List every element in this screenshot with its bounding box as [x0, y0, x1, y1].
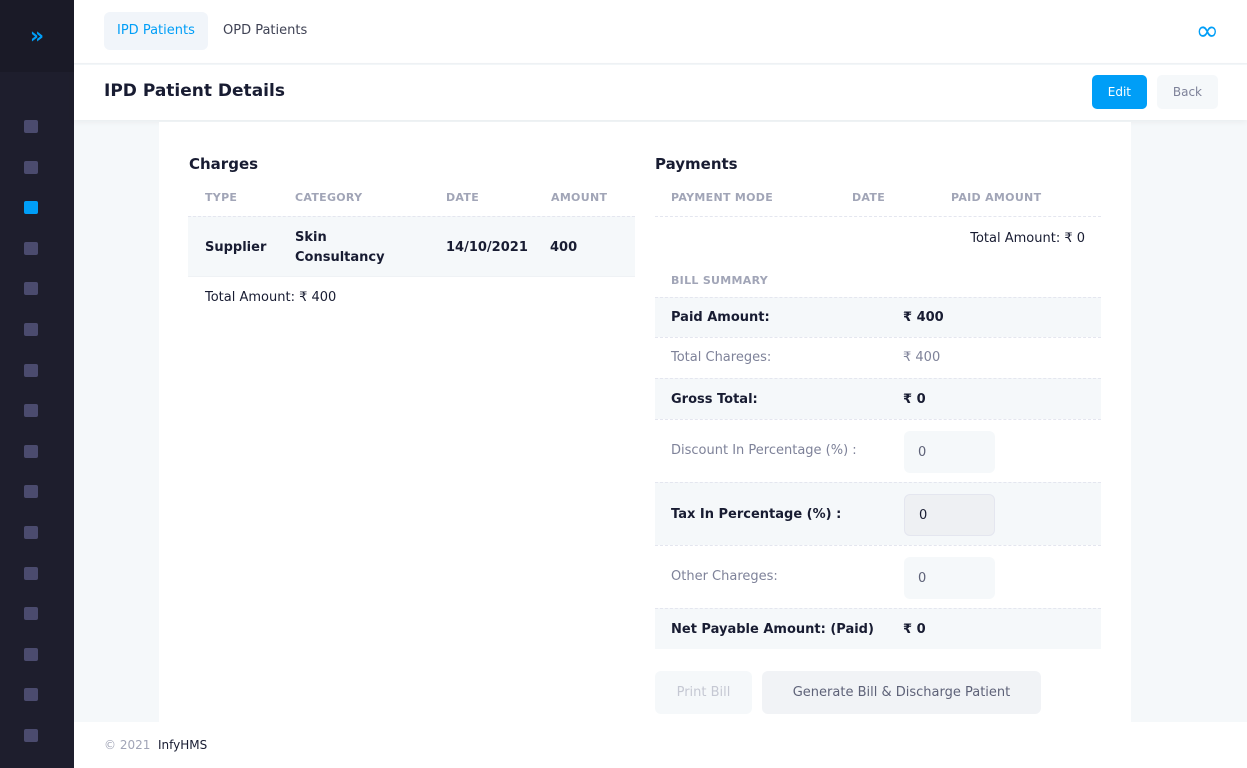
column-header: DATE [852, 191, 886, 204]
radiology-icon[interactable] [24, 729, 38, 742]
charge-category: Skin [295, 230, 327, 245]
charge-date: 14/10/2021 [446, 240, 528, 255]
infinity-logo: ∞ [1195, 14, 1219, 47]
users-icon[interactable] [24, 160, 38, 174]
copyright: © 2021 [104, 738, 151, 752]
report-icon[interactable] [24, 566, 38, 580]
column-header: DATE [446, 191, 480, 204]
tab-opd-patients[interactable]: OPD Patients [223, 23, 308, 38]
column-header: CATEGORY [295, 191, 363, 204]
edit-button[interactable]: Edit [1091, 75, 1147, 109]
accountant-icon[interactable] [24, 647, 38, 661]
column-header: PAYMENT MODE [671, 191, 774, 204]
label: Paid Amount: [671, 310, 770, 325]
label: Net Payable Amount: (Paid) [671, 622, 874, 637]
patient-details-card: Charges TYPE CATEGORY DATE AMOUNT Suppli… [159, 122, 1131, 722]
footer-brand-link[interactable]: InfyHMS [158, 738, 208, 752]
label: Discount In Percentage (%) : [671, 443, 857, 458]
tax-input[interactable] [904, 494, 995, 536]
page-header: IPD Patient Details Edit Back [74, 65, 1247, 120]
gross-total-row: Gross Total: ₹ 0 [655, 378, 1101, 419]
dashboard-icon[interactable] [24, 120, 38, 133]
document-icon[interactable] [24, 444, 38, 458]
value: ₹ 0 [903, 392, 926, 407]
footer: © 2021 InfyHMS [74, 722, 1247, 768]
label: Tax In Percentage (%) : [671, 507, 842, 522]
payments-total: Total Amount: ₹ 0 [970, 231, 1085, 246]
lab-icon[interactable] [24, 688, 38, 702]
column-header: AMOUNT [551, 191, 608, 204]
charge-category: Consultancy [295, 250, 385, 265]
vaccine-icon[interactable] [24, 241, 38, 255]
charges-total: Total Amount: ₹ 400 [205, 290, 337, 305]
charges-title: Charges [189, 155, 259, 173]
nurse-icon[interactable] [24, 526, 38, 539]
other-charges-row: Other Chareges: [655, 545, 1101, 608]
billing-icon[interactable] [24, 282, 38, 296]
doctor-icon[interactable] [24, 404, 38, 418]
discount-input[interactable] [904, 431, 995, 473]
discount-row: Discount In Percentage (%) : [655, 419, 1101, 482]
ipd-patient-icon[interactable] [24, 201, 38, 215]
paid-amount-row: Paid Amount: ₹ 400 [655, 297, 1101, 337]
value: ₹ 0 [903, 622, 926, 637]
column-header: PAID AMOUNT [951, 191, 1042, 204]
column-header: TYPE [205, 191, 238, 204]
value: ₹ 400 [903, 350, 941, 365]
other-charges-input[interactable] [904, 557, 995, 599]
value: ₹ 400 [903, 310, 944, 325]
receptionist-icon[interactable] [24, 607, 38, 621]
tab-ipd-patients[interactable]: IPD Patients [104, 12, 208, 50]
print-bill-button[interactable]: Print Bill [655, 671, 752, 714]
payments-title: Payments [655, 155, 738, 173]
charge-type: Supplier [205, 240, 267, 255]
generate-bill-button[interactable]: Generate Bill & Discharge Patient [762, 671, 1041, 714]
sidebar: » [0, 0, 74, 768]
label: Other Chareges: [671, 569, 778, 584]
total-charges-row: Total Chareges: ₹ 400 [655, 337, 1101, 378]
charge-amount: 400 [550, 240, 578, 255]
label: Total Chareges: [671, 350, 772, 365]
header: IPD Patients OPD Patients ∞ [74, 0, 1247, 64]
inventory-icon[interactable] [24, 485, 38, 499]
blood-bank-icon[interactable] [24, 363, 38, 377]
sidebar-toggle[interactable]: » [0, 0, 74, 72]
tax-row: Tax In Percentage (%) : [655, 482, 1101, 545]
net-payable-row: Net Payable Amount: (Paid) ₹ 0 [655, 608, 1101, 649]
bill-summary-title: BILL SUMMARY [671, 274, 769, 287]
bed-icon[interactable] [24, 323, 38, 336]
double-chevron-right-icon[interactable]: » [29, 23, 45, 49]
page-title: IPD Patient Details [104, 81, 285, 101]
label: Gross Total: [671, 392, 758, 407]
table-row: Supplier Skin Consultancy 14/10/2021 400 [188, 216, 635, 277]
back-button[interactable]: Back [1156, 75, 1218, 109]
